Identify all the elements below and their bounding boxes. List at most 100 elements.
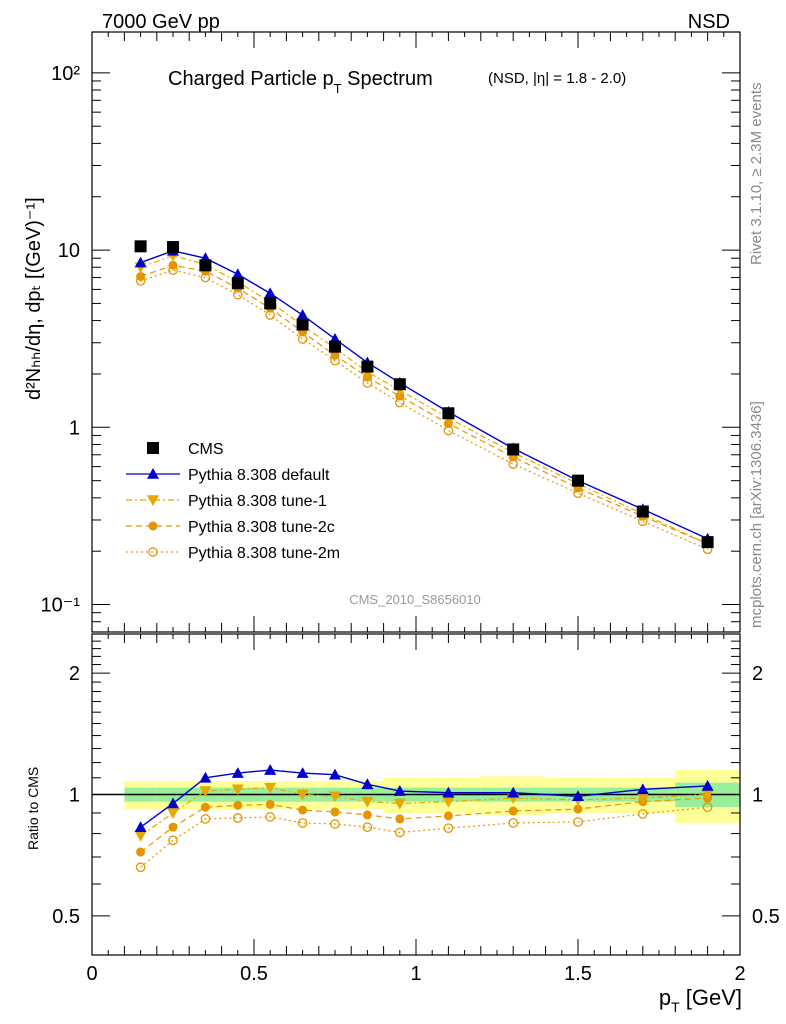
y-tick-label-right: 2 xyxy=(752,663,763,685)
main-point-cms xyxy=(393,378,406,391)
ratio-point-pythia-8-308-tune-2m xyxy=(573,817,583,827)
legend-marker-pythia-8-308-tune-1 xyxy=(147,495,159,506)
y-axis-label-ratio: Ratio to CMS xyxy=(25,767,41,850)
ratio-point-pythia-8-308-default xyxy=(264,764,277,775)
ratio-point-pythia-8-308-tune-1 xyxy=(442,796,455,808)
main-point-pythia-8-308-tune-2c xyxy=(168,260,178,270)
main-point-pythia-8-308-default xyxy=(264,287,277,299)
ratio-point-pythia-8-308-tune-2m xyxy=(508,818,519,828)
ratio-point-pythia-8-308-tune-1 xyxy=(199,786,212,798)
ratio-point-pythia-8-308-tune-2m xyxy=(330,819,340,829)
ratio-point-pythia-8-308-tune-2c xyxy=(508,806,518,816)
main-point-cms xyxy=(361,360,374,373)
ratio-point-pythia-8-308-default xyxy=(329,768,341,780)
legend-marker-pythia-8-308-default xyxy=(147,468,159,479)
legend: CMS Pythia 8.308 default Pythia 8.308 tune… xyxy=(126,441,340,562)
main-point-cms xyxy=(199,259,212,272)
x-tick-label: 2 xyxy=(734,963,745,985)
ratio-line-pythia-8-308-default xyxy=(140,769,708,828)
ratio-point-pythia-8-308-tune-2c xyxy=(168,822,178,832)
y-tick-label: 1 xyxy=(69,785,80,807)
ratio-point-pythia-8-308-tune-1 xyxy=(393,798,406,810)
title-after: Spectrum xyxy=(342,68,433,90)
chart-title: Charged Particle pT Spectrum xyxy=(168,68,433,96)
main-point-cms xyxy=(167,241,179,254)
ratio-point-pythia-8-308-tune-2m xyxy=(443,823,454,834)
x-axis-label: pT [GeV] xyxy=(659,985,742,1015)
ratio-point-pythia-8-308-tune-2c xyxy=(265,799,275,809)
x-tick-label: 0 xyxy=(86,963,97,985)
ratio-point-pythia-8-308-tune-1 xyxy=(636,793,649,805)
main-line-pythia-8-308-tune-2c xyxy=(140,264,708,545)
main-panel-frame xyxy=(91,31,741,633)
main-point-pythia-8-308-default xyxy=(296,309,309,320)
ratio-point-pythia-8-308-default xyxy=(361,778,374,790)
ratio-point-pythia-8-308-tune-2c xyxy=(330,807,340,817)
ratio-point-pythia-8-308-tune-2m xyxy=(200,814,211,824)
ratio-point-pythia-8-308-default xyxy=(442,786,455,798)
ratio-line-pythia-8-308-tune-2m xyxy=(140,806,708,868)
main-point-cms xyxy=(264,297,277,310)
ratio-point-pythia-8-308-tune-2m xyxy=(168,835,178,846)
main-point-pythia-8-308-default xyxy=(134,256,147,268)
main-line-pythia-8-308-tune-2m xyxy=(140,269,708,550)
y-axis-label-main: d²Nₕₕ/dη, dpₜ [(GeV)⁻¹] xyxy=(23,197,45,400)
main-point-pythia-8-308-default xyxy=(231,268,244,280)
legend-marker-pythia-8-308-tune-2m xyxy=(148,547,158,557)
main-point-cms xyxy=(507,443,520,456)
ratio-point-pythia-8-308-default xyxy=(701,779,714,791)
y-tick-label: 1 xyxy=(69,417,80,439)
x-tick-label: 0.5 xyxy=(240,963,268,985)
ratio-panel-series xyxy=(134,764,714,873)
main-point-cms xyxy=(572,474,584,487)
ratio-point-pythia-8-308-tune-2m xyxy=(362,822,373,832)
legend-label-pythia-8-308-tune-1: Pythia 8.308 tune-1 xyxy=(188,493,327,510)
ratio-point-pythia-8-308-default xyxy=(167,797,179,809)
ratio-point-pythia-8-308-tune-1 xyxy=(167,808,179,819)
title-qualifier: (NSD, |η| = 1.8 - 2.0) xyxy=(488,70,626,87)
y-tick-label-right: 1 xyxy=(752,785,763,807)
ratio-point-pythia-8-308-tune-2c xyxy=(298,805,308,815)
ratio-point-pythia-8-308-tune-2m xyxy=(135,862,146,873)
ratio-point-pythia-8-308-default xyxy=(572,790,584,802)
ratio-point-pythia-8-308-tune-2m xyxy=(702,802,713,813)
ratio-point-pythia-8-308-default xyxy=(296,767,309,778)
ratio-point-pythia-8-308-default xyxy=(507,786,520,798)
ratio-point-pythia-8-308-tune-2c xyxy=(395,814,405,824)
main-point-cms xyxy=(296,318,309,331)
legend-marker-pythia-8-308-tune-2c xyxy=(148,521,158,531)
main-point-cms xyxy=(134,240,147,253)
ratio-line-pythia-8-308-tune-2c xyxy=(140,797,708,853)
title-sub: T xyxy=(334,81,342,96)
y-tick-label: 0.5 xyxy=(52,906,80,928)
ratio-panel-frame xyxy=(91,633,741,956)
legend-label-pythia-8-308-tune-2c: Pythia 8.308 tune-2c xyxy=(188,519,335,536)
ratio-point-pythia-8-308-tune-2c xyxy=(233,800,243,810)
main-point-cms xyxy=(636,505,649,518)
main-panel-series xyxy=(134,240,714,555)
ratio-point-pythia-8-308-tune-2m xyxy=(232,813,243,823)
mcplots-label: mcplots.cern.ch [arXiv:1306.3436] xyxy=(748,401,765,628)
legend-label-cms: CMS xyxy=(188,441,224,458)
header-right: NSD xyxy=(688,11,730,33)
ratio-point-pythia-8-308-tune-2m xyxy=(394,827,405,838)
ratio-point-pythia-8-308-tune-1 xyxy=(329,791,341,803)
legend-label-pythia-8-308-tune-2m: Pythia 8.308 tune-2m xyxy=(188,545,340,562)
ratio-point-pythia-8-308-default xyxy=(231,767,244,778)
ratio-point-pythia-8-308-tune-2c xyxy=(443,811,453,821)
main-point-pythia-8-308-tune-2c xyxy=(330,350,340,360)
main-point-cms xyxy=(231,277,244,290)
ratio-line-pythia-8-308-tune-1 xyxy=(140,787,708,837)
x-tick-label: 1 xyxy=(410,963,421,985)
title-main: Charged Particle p xyxy=(168,68,334,90)
ratio-point-pythia-8-308-tune-2c xyxy=(200,802,210,812)
y-tick-label: 10⁻¹ xyxy=(41,595,81,617)
ratio-point-pythia-8-308-tune-2m xyxy=(297,818,308,828)
header-left: 7000 GeV pp xyxy=(102,11,220,33)
ratio-point-pythia-8-308-tune-2m xyxy=(637,809,648,819)
ratio-point-pythia-8-308-default xyxy=(636,783,649,795)
ratio-point-pythia-8-308-tune-1 xyxy=(231,784,244,796)
ratio-point-pythia-8-308-tune-2c xyxy=(136,847,146,857)
x-tick-label: 1.5 xyxy=(564,963,592,985)
ratio-point-pythia-8-308-tune-2c xyxy=(362,810,372,820)
